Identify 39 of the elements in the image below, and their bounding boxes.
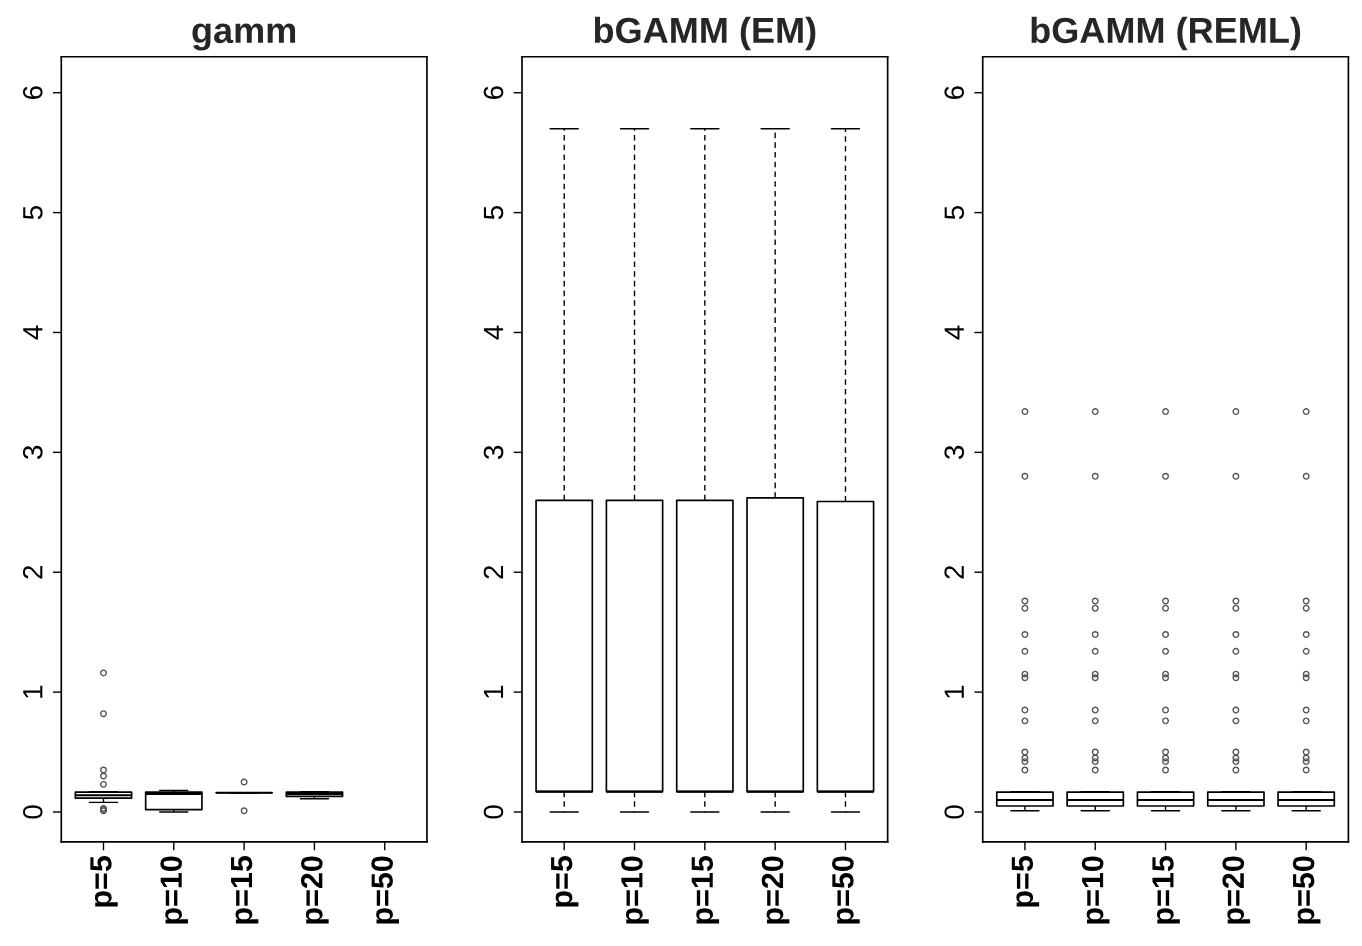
x-tick-label: p=15 [1152, 855, 1180, 924]
y-tick-label: 3 [483, 445, 504, 460]
x-tick-label: p=50 [371, 856, 399, 924]
y-tick-label: 6 [483, 86, 504, 100]
x-tick-label: p=20 [761, 856, 790, 924]
y-tick-label: 2 [944, 565, 964, 579]
x-tick-label: p=50 [832, 856, 860, 924]
x-tick-label: p=20 [1222, 856, 1251, 924]
y-tick-label: 5 [944, 206, 965, 220]
y-tick-label: 2 [22, 565, 43, 579]
y-tick-label: 5 [23, 206, 43, 220]
y-tick-label: 4 [23, 325, 43, 340]
x-tick-label: p=10 [1081, 856, 1110, 924]
chart-title: bGAMM (REML) [1031, 16, 1301, 51]
y-tick-label: 3 [22, 445, 43, 460]
x-tick-label: p=15 [231, 855, 259, 924]
y-tick-label: 1 [944, 685, 964, 698]
x-tick-label: p=20 [301, 856, 329, 924]
x-tick-label: p=10 [160, 856, 189, 924]
chart-title: gamm [192, 23, 296, 51]
y-tick-label: 1 [23, 685, 43, 698]
x-tick-label: p=5 [1011, 855, 1040, 907]
y-tick-label: 5 [483, 206, 504, 220]
x-tick-label: p=5 [90, 855, 118, 907]
y-tick-label: 0 [944, 805, 965, 819]
x-tick-label: p=5 [551, 855, 579, 907]
y-tick-label: 6 [944, 86, 965, 100]
x-tick-label: p=10 [621, 856, 649, 924]
y-tick-label: 2 [483, 565, 504, 579]
y-tick-label: 4 [944, 325, 964, 340]
y-tick-label: 4 [483, 325, 504, 340]
x-tick-label: p=50 [1292, 856, 1321, 924]
x-tick-label: p=15 [691, 855, 720, 924]
y-tick-label: 0 [22, 805, 43, 819]
y-tick-label: 0 [483, 805, 504, 819]
y-tick-label: 3 [944, 445, 965, 460]
y-tick-label: 6 [22, 86, 43, 100]
chart-title: bGAMM (EM) [594, 16, 816, 51]
y-tick-label: 1 [483, 685, 504, 698]
